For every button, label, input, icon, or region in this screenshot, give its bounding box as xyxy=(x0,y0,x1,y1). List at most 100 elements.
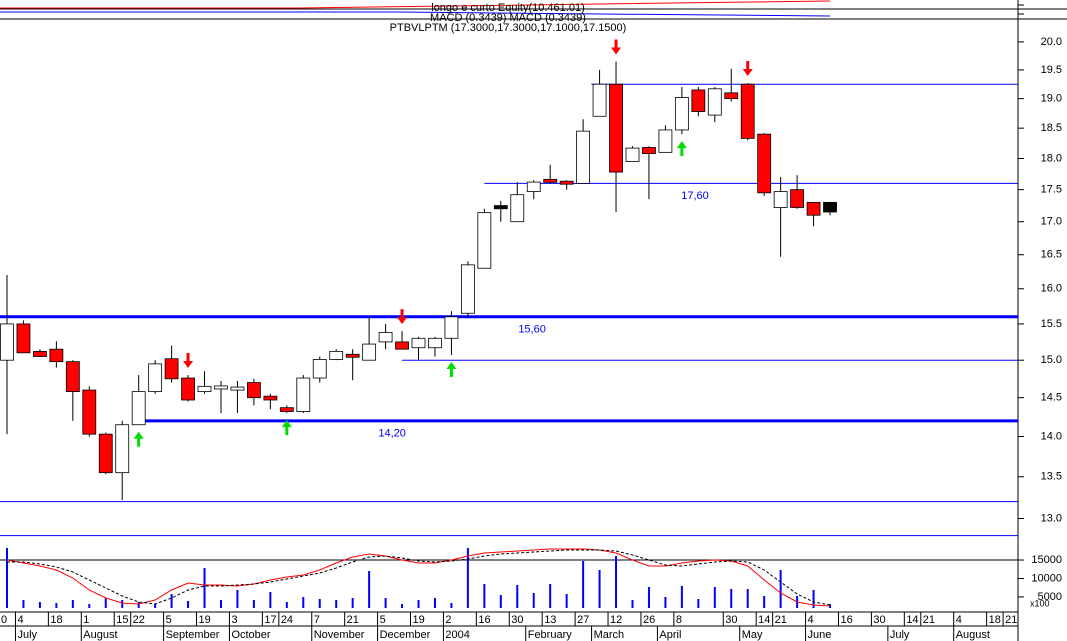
month-label: July xyxy=(17,629,37,641)
mini-equity-line xyxy=(0,0,831,9)
candle-body xyxy=(625,147,640,162)
volume-bar xyxy=(812,589,815,608)
x-tick-label: 2 xyxy=(445,614,451,626)
volume-bar xyxy=(631,599,634,608)
volume-bar xyxy=(746,588,749,608)
candle-body xyxy=(247,382,261,399)
candle-body xyxy=(609,83,623,173)
volume-bar xyxy=(137,601,140,608)
month-label: June xyxy=(808,629,832,641)
volume-bar xyxy=(203,568,206,608)
chart-title: PTBVLPTM (17.3000,17.3000,17.1000,17.150… xyxy=(390,22,627,34)
candle-body xyxy=(444,316,459,339)
x-tick-label: 16 xyxy=(478,614,490,626)
x-tick-label: 30 xyxy=(873,614,885,626)
x-tick-label: 14 xyxy=(758,614,770,626)
indicator-line xyxy=(6,548,831,607)
x-tick-label: 21 xyxy=(775,614,787,626)
x-tick-label: 30 xyxy=(725,614,737,626)
volume-bar xyxy=(384,597,387,608)
indicator-line xyxy=(7,549,831,606)
y-tick-label: 15.5 xyxy=(1041,318,1062,330)
level-label: 14,20 xyxy=(378,428,406,440)
sell-arrow xyxy=(611,39,622,55)
candle-body xyxy=(757,133,772,194)
volume-bar xyxy=(450,603,453,608)
candle-body xyxy=(197,385,212,393)
header-line: MACD (0.3439) MACD (0.3439) xyxy=(430,12,586,24)
x-tick-label: 5 xyxy=(380,614,386,626)
volume-bar xyxy=(680,586,683,608)
volume-bar xyxy=(516,585,519,608)
volume-bar xyxy=(664,597,667,608)
candle-body xyxy=(790,189,805,208)
unit-label: x100 xyxy=(1030,598,1050,608)
candle-body xyxy=(49,348,64,363)
candle-body xyxy=(674,97,689,131)
candle-body xyxy=(658,129,673,153)
x-tick-label: 21 xyxy=(347,614,359,626)
volume-bar xyxy=(615,556,618,608)
volume-bar xyxy=(302,597,305,608)
month-label: September xyxy=(166,629,220,641)
candle-body xyxy=(460,264,475,314)
month-label: March xyxy=(594,629,625,641)
candle-body xyxy=(740,83,755,139)
x-tick-label: 5 xyxy=(166,614,172,626)
volume-bar xyxy=(71,599,74,608)
y-tick-label: 13.0 xyxy=(1041,512,1062,524)
header-line: longo e curto Equity(10.461.01) xyxy=(431,2,585,14)
candle-body xyxy=(82,389,97,435)
y-tick-label: 17.0 xyxy=(1041,216,1062,228)
volume-bar xyxy=(252,599,255,608)
x-tick-label: 24 xyxy=(281,614,293,626)
volume-bar xyxy=(285,601,288,608)
x-tick-label: 13 xyxy=(544,614,556,626)
volume-bar xyxy=(368,571,371,608)
volume-bar xyxy=(318,598,321,608)
month-label: April xyxy=(659,629,681,641)
x-tick-label: 16 xyxy=(840,614,852,626)
volume-bar xyxy=(763,596,766,608)
sell-arrow xyxy=(742,61,753,77)
volume-bar xyxy=(829,604,832,608)
month-label: May xyxy=(742,629,763,641)
candle-body xyxy=(477,212,492,269)
candle-body xyxy=(115,424,130,474)
volume-bar xyxy=(269,592,272,608)
volume-bar xyxy=(22,599,25,608)
x-tick-label: 4 xyxy=(17,614,23,626)
candle-body xyxy=(428,337,442,349)
volume-bar xyxy=(104,597,107,608)
volume-bar xyxy=(88,604,91,608)
x-tick-label: 12 xyxy=(610,614,622,626)
volume-bar xyxy=(499,595,502,608)
candle-body xyxy=(592,83,607,117)
y-tick-label: 19.0 xyxy=(1041,93,1062,105)
buy-arrow xyxy=(446,362,457,378)
volume-bar xyxy=(401,604,404,608)
volume-bar xyxy=(187,600,190,608)
volume-bar xyxy=(219,599,222,608)
candle-body xyxy=(131,391,146,426)
month-label: 2004 xyxy=(445,629,469,641)
y-tick-label: 15.0 xyxy=(1041,354,1062,366)
x-tick-label: 26 xyxy=(643,614,655,626)
volume-bar xyxy=(697,598,700,608)
volume-bar xyxy=(417,599,420,608)
x-tick-label: 1 xyxy=(83,614,89,626)
y-tick-label: 14.0 xyxy=(1041,430,1062,442)
candle-body xyxy=(148,363,163,393)
month-label: July xyxy=(890,629,910,641)
volume-bar xyxy=(154,604,157,608)
volume-bar xyxy=(433,597,436,608)
volume-bar xyxy=(170,594,173,608)
volume-bar xyxy=(647,587,650,608)
candle-body xyxy=(230,386,245,391)
candle-body xyxy=(411,337,426,349)
candle-body xyxy=(493,205,508,210)
candle-body xyxy=(312,359,327,379)
candle-body xyxy=(823,201,837,213)
